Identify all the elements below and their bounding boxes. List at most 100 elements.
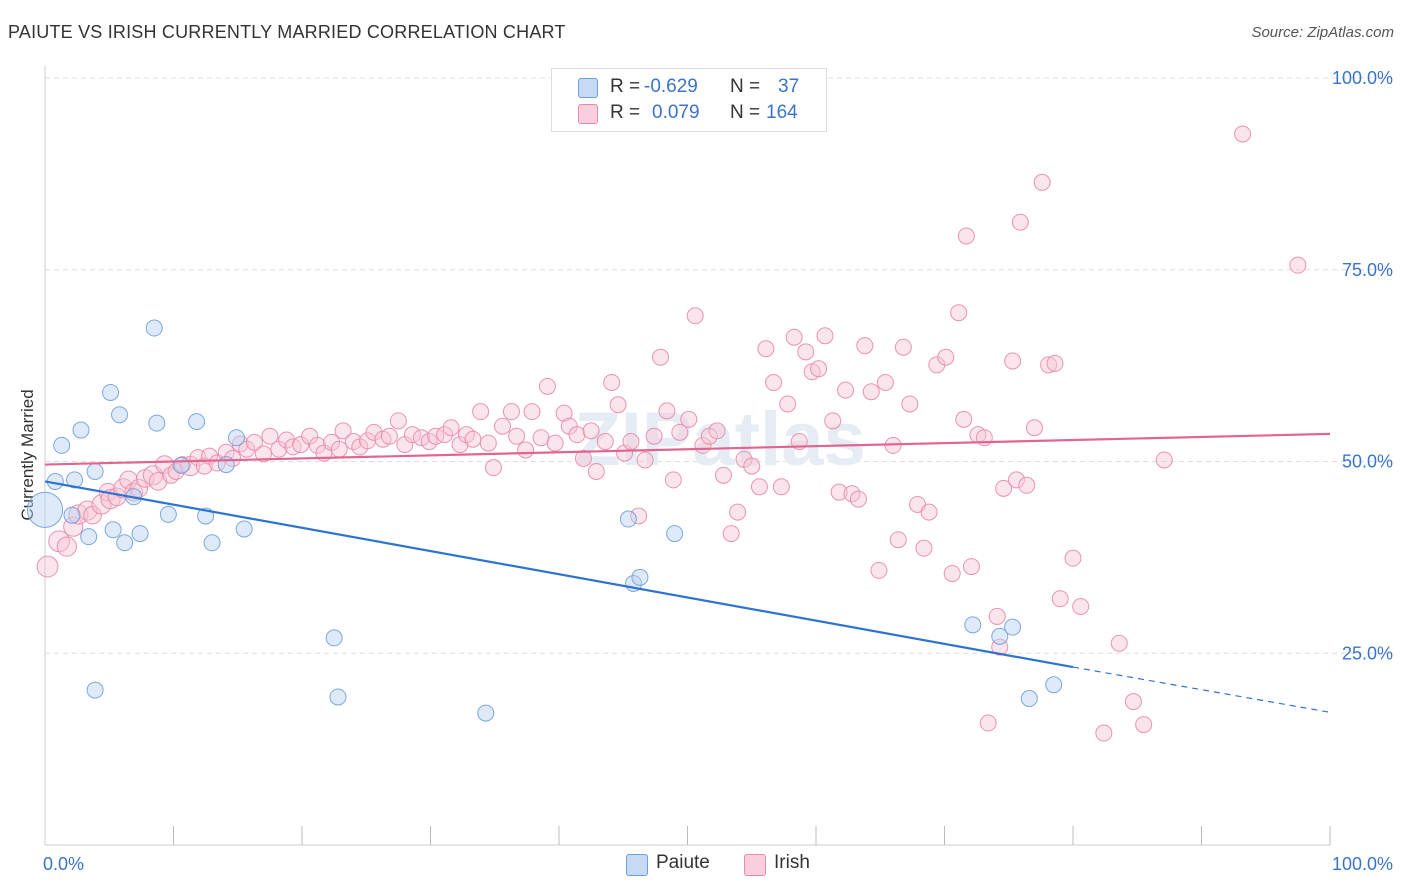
paiute-points	[26, 319, 1063, 722]
legend-irish-label: Irish	[774, 852, 810, 873]
irish-point-83	[630, 507, 648, 525]
irish-point-142	[1011, 213, 1029, 231]
irish-point-129	[943, 564, 961, 582]
y-tick-label-50: 50.0%	[1342, 452, 1393, 472]
irish-point-143	[1018, 476, 1036, 494]
paiute-point-24	[235, 520, 253, 538]
irish-point-82	[622, 433, 640, 451]
irish-point-104	[779, 395, 797, 413]
paiute-point-15	[145, 319, 163, 337]
y-tick-label-25: 25.0%	[1342, 643, 1393, 663]
irish-point-14	[129, 479, 149, 498]
irish-point-84	[636, 451, 654, 469]
irish-point-133	[962, 558, 980, 576]
irish-point-62	[479, 434, 497, 452]
irish-point-87	[658, 402, 676, 420]
paiute-point-28	[619, 510, 637, 528]
irish-point-141	[1007, 471, 1025, 489]
source-label: Source: ZipAtlas.com	[1251, 24, 1394, 41]
chart-title: PAIUTE VS IRISH CURRENTLY MARRIED CORREL…	[8, 22, 566, 42]
trend-lines	[44, 432, 1331, 713]
irish-n-value: 164	[766, 102, 798, 123]
irish-point-119	[876, 373, 894, 391]
irish-point-126	[920, 503, 938, 521]
paiute-point-30	[631, 568, 649, 586]
paiute-point-2	[53, 436, 71, 454]
legend-irish-swatch	[744, 854, 766, 876]
paiute-point-11	[111, 406, 129, 424]
irish-point-112	[830, 483, 848, 501]
paiute-point-9	[102, 383, 120, 401]
paiute-point-6	[80, 528, 98, 546]
paiute-point-21	[203, 534, 221, 552]
irish-point-100	[750, 478, 768, 496]
irish-point-85	[645, 427, 663, 445]
irish-point-111	[824, 412, 842, 430]
irish-point-153	[1124, 693, 1142, 711]
irish-point-88	[664, 471, 682, 489]
y-tick-label-75: 75.0%	[1342, 260, 1393, 280]
irish-point-123	[901, 395, 919, 413]
irish-point-128	[937, 348, 955, 366]
irish-point-55	[427, 427, 445, 445]
paiute-point-0	[26, 491, 64, 528]
irish-point-75	[574, 449, 592, 467]
irish-point-125	[915, 539, 933, 557]
irish-point-58	[451, 436, 469, 454]
irish-point-148	[1051, 590, 1069, 608]
irish-trend-line	[44, 432, 1331, 466]
irish-point-0	[36, 555, 59, 578]
irish-point-154	[1135, 716, 1153, 734]
irish-point-156	[1234, 125, 1252, 143]
paiute-point-19	[188, 413, 206, 431]
paiute-point-7	[86, 462, 104, 480]
irish-point-139	[995, 479, 1013, 497]
legend-paiute-label: Paiute	[656, 852, 710, 873]
legend-paiute-swatch	[626, 854, 648, 876]
irish-point-86	[652, 348, 670, 366]
irish-point-68	[523, 403, 541, 421]
irish-r-label: R =	[610, 102, 641, 123]
irish-point-157	[1289, 256, 1307, 274]
grid-lines	[45, 77, 1392, 654]
irish-point-67	[517, 441, 535, 459]
irish-point-149	[1064, 549, 1082, 567]
irish-point-137	[988, 607, 1006, 625]
paiute-point-18	[172, 456, 190, 474]
paiute-n-value: 37	[778, 76, 800, 97]
irish-point-89	[671, 423, 689, 441]
paiute-point-10	[104, 521, 122, 539]
irish-point-110	[816, 327, 834, 345]
irish-r-value: 0.079	[652, 102, 700, 123]
paiute-point-4	[66, 471, 84, 489]
paiute-trend-extension	[1072, 666, 1331, 713]
irish-point-61	[472, 403, 490, 421]
x-tick-label-max: 100.0%	[1332, 854, 1393, 874]
paiute-point-17	[159, 505, 177, 523]
irish-point-107	[797, 343, 815, 361]
irish-point-150	[1072, 597, 1090, 615]
irish-point-146	[1040, 356, 1058, 374]
irish-point-70	[538, 377, 556, 395]
irish-point-90	[680, 410, 698, 428]
irish-point-28	[224, 449, 242, 467]
paiute-point-34	[1004, 618, 1022, 636]
irish-point-66	[508, 427, 526, 445]
irish-point-113	[837, 381, 855, 399]
legend: Paiute Irish	[0, 851, 1406, 879]
axes	[44, 66, 1331, 846]
irish-point-151	[1095, 724, 1113, 742]
irish-point-136	[979, 714, 997, 732]
irish-point-72	[555, 404, 573, 422]
y-tick-label-100: 100.0%	[1332, 68, 1393, 88]
irish-point-17	[148, 472, 168, 491]
irish-point-49	[380, 427, 398, 445]
irish-point-140	[1004, 352, 1022, 370]
paiute-point-27	[477, 704, 495, 722]
irish-n-label: N =	[730, 102, 761, 123]
irish-point-144	[1025, 419, 1043, 437]
irish-point-130	[950, 304, 968, 322]
irish-point-155	[1155, 451, 1173, 469]
paiute-point-25	[325, 629, 343, 647]
